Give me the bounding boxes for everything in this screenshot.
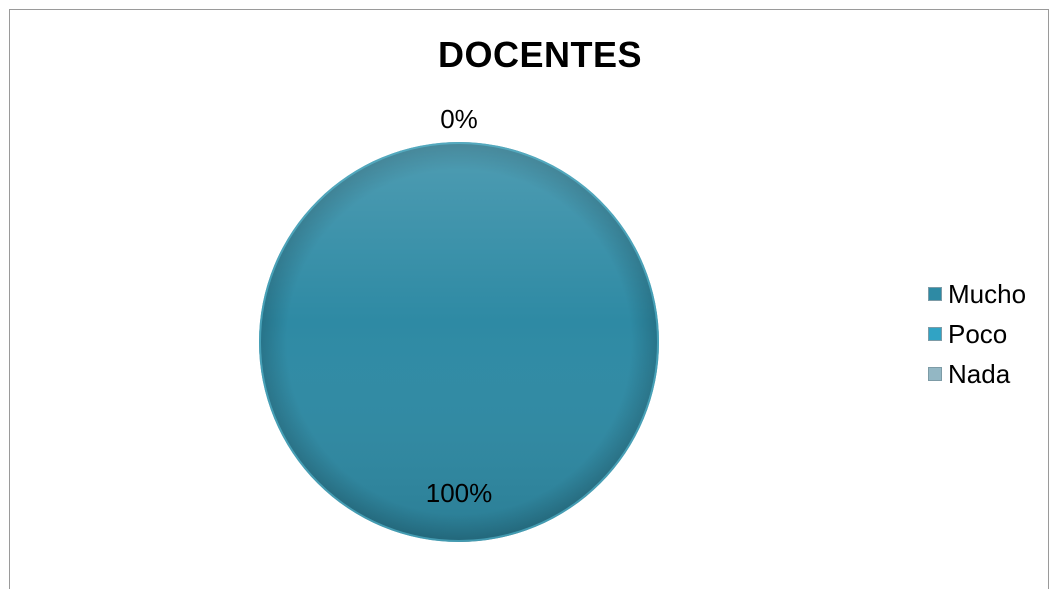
pie-gloss: [259, 142, 659, 542]
legend-swatch: [928, 327, 942, 341]
legend-item-poco: Poco: [928, 314, 1026, 354]
data-label-mucho: 100%: [426, 478, 493, 508]
pie-rim: [259, 142, 659, 542]
legend-swatch: [928, 367, 942, 381]
legend-item-nada: Nada: [928, 354, 1026, 394]
legend-label: Mucho: [948, 278, 1027, 309]
legend-label: Nada: [948, 358, 1011, 389]
legend-label: Poco: [948, 318, 1008, 349]
data-label-poco: 0%: [440, 104, 478, 134]
legend-swatch: [928, 287, 942, 301]
chart-title: DOCENTES: [437, 34, 643, 75]
legend: Mucho Poco Nada: [928, 274, 1026, 394]
legend-item-mucho: Mucho: [928, 274, 1026, 314]
